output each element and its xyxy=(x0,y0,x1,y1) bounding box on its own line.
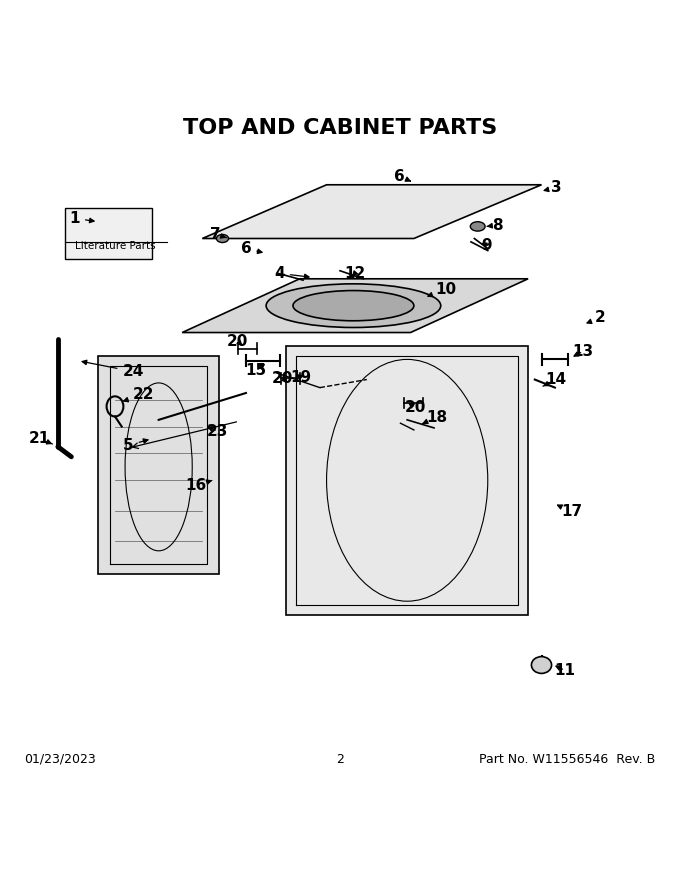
Ellipse shape xyxy=(471,222,485,231)
Text: 1: 1 xyxy=(69,211,94,226)
Text: 9: 9 xyxy=(481,238,492,253)
Text: 24: 24 xyxy=(82,360,143,379)
Text: 20: 20 xyxy=(405,400,426,415)
Text: 21: 21 xyxy=(29,431,52,446)
Text: 13: 13 xyxy=(573,344,594,359)
Text: Literature Parts: Literature Parts xyxy=(75,240,155,251)
Text: 8: 8 xyxy=(487,217,503,232)
Text: TOP AND CABINET PARTS: TOP AND CABINET PARTS xyxy=(183,118,497,137)
Text: 12: 12 xyxy=(344,266,365,281)
Text: 17: 17 xyxy=(558,504,582,519)
Ellipse shape xyxy=(266,284,441,327)
Text: 11: 11 xyxy=(554,663,575,678)
Ellipse shape xyxy=(293,290,414,321)
Text: 4: 4 xyxy=(274,266,309,281)
Ellipse shape xyxy=(216,234,228,243)
Text: 16: 16 xyxy=(185,478,211,493)
Text: 6: 6 xyxy=(241,241,262,256)
Polygon shape xyxy=(286,346,528,614)
FancyBboxPatch shape xyxy=(65,209,152,259)
Polygon shape xyxy=(182,279,528,333)
Text: 20: 20 xyxy=(227,334,249,348)
Text: 3: 3 xyxy=(544,180,562,195)
Polygon shape xyxy=(98,356,219,575)
Text: 5: 5 xyxy=(123,438,148,453)
Text: 2: 2 xyxy=(336,752,344,766)
Text: 15: 15 xyxy=(245,363,267,378)
Text: 14: 14 xyxy=(543,372,567,387)
Text: 20: 20 xyxy=(272,370,294,385)
Polygon shape xyxy=(203,185,541,238)
Text: 7: 7 xyxy=(210,227,226,242)
Text: 6: 6 xyxy=(394,169,410,184)
Ellipse shape xyxy=(532,656,551,673)
Text: 10: 10 xyxy=(428,282,457,297)
Text: 2: 2 xyxy=(587,311,606,326)
Text: 23: 23 xyxy=(207,424,228,439)
Text: 22: 22 xyxy=(124,387,154,402)
Text: 18: 18 xyxy=(423,410,447,425)
Text: 19: 19 xyxy=(290,370,311,385)
Text: Part No. W11556546  Rev. B: Part No. W11556546 Rev. B xyxy=(479,752,656,766)
Text: 01/23/2023: 01/23/2023 xyxy=(24,752,96,766)
